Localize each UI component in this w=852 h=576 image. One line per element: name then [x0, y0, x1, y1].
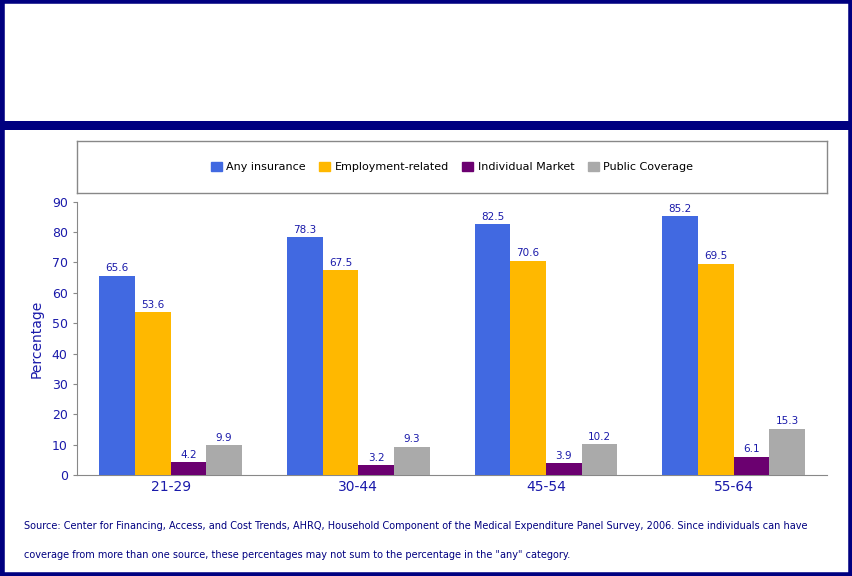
Text: Source: Center for Financing, Access, and Cost Trends, AHRQ, Household Component: Source: Center for Financing, Access, an…	[24, 521, 806, 531]
Text: AHRQ: AHRQ	[66, 32, 142, 54]
Text: Figure 1. Health Insurance Status of
Adults Ages 21–64, 2006: Figure 1. Health Insurance Status of Adu…	[308, 44, 706, 85]
Text: 4.2: 4.2	[180, 450, 197, 460]
Bar	[170, 463, 206, 475]
Text: 3.2: 3.2	[367, 453, 384, 463]
Text: 6.1: 6.1	[742, 444, 759, 454]
Text: 53.6: 53.6	[141, 300, 164, 310]
Text: 9.9: 9.9	[216, 433, 232, 443]
Bar	[545, 463, 581, 475]
Bar	[581, 444, 617, 475]
Text: 65.6: 65.6	[106, 263, 129, 274]
Bar	[358, 465, 394, 475]
Bar	[733, 457, 769, 475]
Bar	[509, 260, 545, 475]
Legend: Any insurance, Employment-related, Individual Market, Public Coverage: Any insurance, Employment-related, Indiv…	[206, 157, 697, 177]
Bar	[661, 216, 697, 475]
Y-axis label: Percentage: Percentage	[29, 300, 43, 377]
Text: 78.3: 78.3	[293, 225, 316, 235]
Text: 15.3: 15.3	[774, 416, 797, 426]
Bar	[769, 429, 804, 475]
Text: 70.6: 70.6	[516, 248, 539, 258]
Bar	[394, 447, 429, 475]
Text: coverage from more than one source, these percentages may not sum to the percent: coverage from more than one source, thes…	[24, 550, 569, 560]
Text: 10.2: 10.2	[587, 432, 610, 442]
Bar	[206, 445, 242, 475]
Text: 9.3: 9.3	[403, 434, 419, 445]
Bar	[322, 270, 358, 475]
Bar	[286, 237, 322, 475]
Bar	[135, 312, 170, 475]
Text: 69.5: 69.5	[703, 252, 727, 262]
Text: Advancing
Excellence in
Health Care: Advancing Excellence in Health Care	[79, 62, 141, 92]
Text: 3.9: 3.9	[555, 451, 572, 461]
Bar	[474, 225, 509, 475]
Text: 85.2: 85.2	[668, 204, 691, 214]
Bar	[697, 264, 733, 475]
Text: 67.5: 67.5	[328, 257, 352, 268]
Text: 82.5: 82.5	[481, 212, 504, 222]
Bar	[99, 276, 135, 475]
